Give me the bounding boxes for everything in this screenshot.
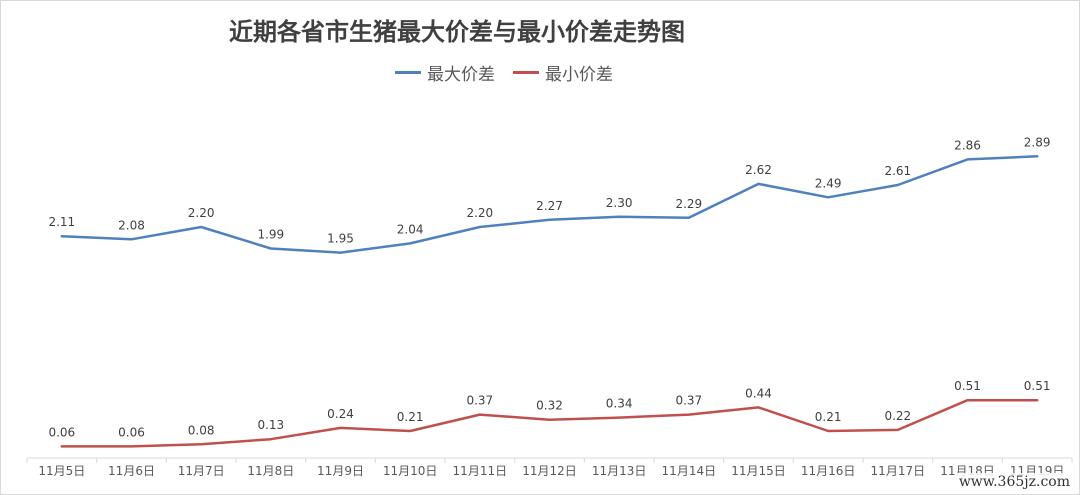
x-tick-label: 11月12日 [522, 464, 577, 478]
data-label: 0.24 [327, 407, 354, 421]
data-label: 2.49 [815, 176, 842, 190]
x-tick-label: 11月16日 [801, 464, 856, 478]
x-tick-label: 11月7日 [178, 464, 225, 478]
data-label: 2.89 [1024, 135, 1051, 149]
data-label: 0.37 [675, 394, 702, 408]
data-label: 0.06 [48, 425, 75, 439]
x-tick-label: 11月15日 [731, 464, 786, 478]
x-tick-label: 11月14日 [662, 464, 717, 478]
data-label: 0.32 [536, 399, 563, 413]
series-line-max [60, 155, 1039, 254]
x-tick-label: 11月9日 [317, 464, 364, 478]
data-label: 0.51 [954, 379, 981, 393]
series-line-min [60, 398, 1039, 448]
data-label: 2.86 [954, 138, 981, 152]
data-label: 0.44 [745, 386, 772, 400]
watermark-text: www.365jz.com [954, 473, 1074, 491]
data-label: 0.21 [397, 410, 424, 424]
chart-title: 近期各省市生猪最大价差与最小价差走势图 [229, 17, 685, 46]
data-label: 0.13 [257, 418, 284, 432]
data-label: 2.20 [466, 206, 493, 220]
data-label: 2.04 [397, 222, 424, 236]
data-label: 2.61 [884, 164, 911, 178]
x-tick-label: 11月8日 [247, 464, 294, 478]
legend-label-min: 最小价差 [545, 65, 613, 85]
data-label: 1.95 [327, 232, 354, 246]
data-label: 0.08 [188, 423, 215, 437]
data-label: 0.37 [466, 394, 493, 408]
data-label: 1.99 [257, 228, 284, 242]
legend-item-max: 最大价差 [395, 60, 495, 85]
x-tick-label: 11月5日 [38, 464, 85, 478]
data-label: 2.30 [606, 196, 633, 210]
x-tick-label: 11月6日 [108, 464, 155, 478]
legend-item-min: 最小价差 [513, 60, 613, 85]
data-label: 0.06 [118, 425, 145, 439]
chart-legend: 最大价差 最小价差 [395, 60, 631, 85]
legend-swatch-min [513, 71, 539, 74]
data-label: 0.34 [606, 397, 633, 411]
legend-swatch-max [395, 71, 421, 74]
data-label: 2.08 [118, 218, 145, 232]
x-tick-label: 11月17日 [871, 464, 926, 478]
x-tick-label: 11月13日 [592, 464, 647, 478]
x-tick-label: 11月10日 [383, 464, 438, 478]
data-label: 0.51 [1024, 379, 1051, 393]
data-label: 2.20 [188, 206, 215, 220]
data-label: 2.27 [536, 199, 563, 213]
data-label: 2.62 [745, 163, 772, 177]
data-label: 2.29 [675, 197, 702, 211]
x-tick-label: 11月11日 [453, 464, 508, 478]
legend-label-max: 最大价差 [427, 65, 495, 85]
data-label: 0.21 [815, 410, 842, 424]
data-label: 2.11 [48, 215, 75, 229]
data-label: 0.22 [884, 409, 911, 423]
